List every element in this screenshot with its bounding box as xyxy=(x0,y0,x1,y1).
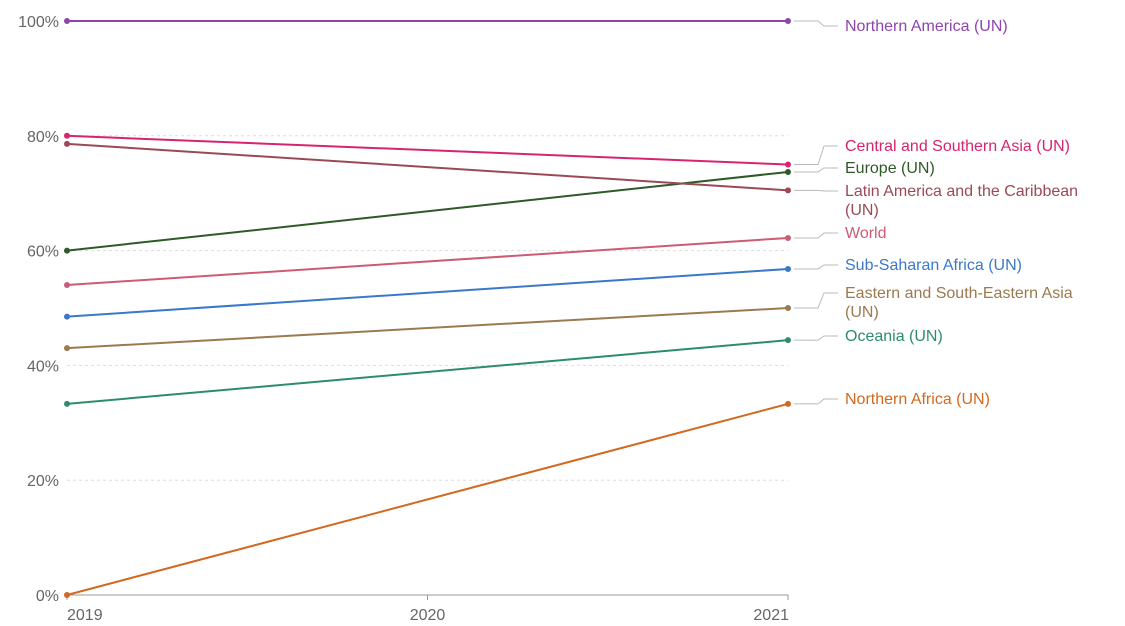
data-point xyxy=(64,140,70,147)
data-point xyxy=(785,234,791,241)
series-label-line: Oceania (UN) xyxy=(845,328,943,345)
series-label: Central and Southern Asia (UN) xyxy=(845,138,1070,155)
y-tick-label: 100% xyxy=(18,14,59,31)
series-label-line: Latin America and the Caribbean xyxy=(845,183,1078,200)
label-connector xyxy=(794,20,838,27)
series-line xyxy=(66,170,789,252)
x-tick-label: 2019 xyxy=(67,607,103,624)
series-line xyxy=(66,402,789,596)
label-connector xyxy=(794,167,838,173)
label-connector xyxy=(794,292,838,309)
y-tick-label: 60% xyxy=(27,244,59,261)
series-label-line: Northern America (UN) xyxy=(845,18,1008,35)
series-line xyxy=(66,267,789,318)
data-point xyxy=(785,161,791,168)
series-lines xyxy=(64,18,791,598)
series-label-line: Europe (UN) xyxy=(845,160,935,177)
y-tick-label: 20% xyxy=(27,473,59,490)
series-label-line: World xyxy=(845,225,887,242)
data-point xyxy=(785,187,791,194)
label-connector xyxy=(794,398,838,405)
data-point xyxy=(64,345,70,352)
series-label: Oceania (UN) xyxy=(845,328,943,345)
series-label-line: Northern Africa (UN) xyxy=(845,391,990,408)
data-point xyxy=(785,337,791,344)
y-tick-label: 0% xyxy=(36,588,59,605)
data-point xyxy=(785,400,791,407)
series-label-line: (UN) xyxy=(845,202,879,219)
series-line xyxy=(66,236,789,287)
data-point xyxy=(64,18,70,24)
x-tick-label: 2020 xyxy=(410,607,446,624)
series-label: World xyxy=(845,225,887,242)
series-line xyxy=(66,307,789,350)
x-tick-label: 2021 xyxy=(753,607,789,624)
series-label: Eastern and South-Eastern Asia (UN) xyxy=(845,285,1073,321)
data-point xyxy=(64,132,70,139)
data-point xyxy=(785,265,791,272)
series-labels: Northern America (UN) Central and Souther… xyxy=(794,18,1078,408)
series-label: Northern America (UN) xyxy=(845,18,1008,35)
label-connector xyxy=(794,189,838,192)
data-point xyxy=(64,592,70,598)
grid xyxy=(67,20,788,596)
y-tick-label: 80% xyxy=(27,129,59,146)
label-connector xyxy=(794,264,838,270)
series-label: Latin America and the Caribbean (UN) xyxy=(845,183,1078,219)
y-tick-label: 40% xyxy=(27,358,59,375)
data-point xyxy=(64,282,70,289)
data-point xyxy=(785,305,791,311)
y-axis: 0% 20% 40% 60% 80% 100% xyxy=(18,14,59,605)
data-point xyxy=(64,400,70,407)
series-label: Sub-Saharan Africa (UN) xyxy=(845,257,1022,274)
data-point xyxy=(785,18,791,24)
series-line xyxy=(66,134,789,166)
data-point xyxy=(785,168,791,175)
data-point xyxy=(64,313,70,320)
label-connector xyxy=(794,232,838,239)
series-label: Northern Africa (UN) xyxy=(845,391,990,408)
data-point xyxy=(64,247,70,254)
series-label-line: (UN) xyxy=(845,304,879,321)
series-line xyxy=(66,339,789,405)
series-line xyxy=(66,142,789,192)
label-connector xyxy=(794,335,838,341)
series-label-line: Eastern and South-Eastern Asia xyxy=(845,285,1073,302)
series-label-line: Sub-Saharan Africa (UN) xyxy=(845,257,1022,274)
series-label-line: Central and Southern Asia (UN) xyxy=(845,138,1070,155)
label-connector xyxy=(794,145,838,165)
series-label: Europe (UN) xyxy=(845,160,935,177)
x-axis: 2019 2020 2021 xyxy=(66,595,789,624)
